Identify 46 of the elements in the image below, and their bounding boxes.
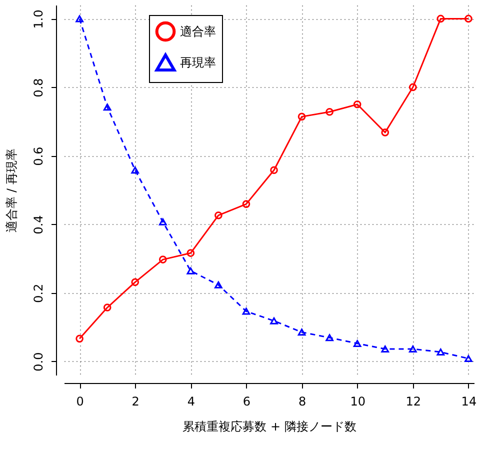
legend-label: 再現率 — [180, 56, 216, 70]
point — [298, 112, 306, 121]
point — [158, 256, 167, 264]
point — [353, 340, 362, 347]
point — [214, 281, 222, 288]
point — [242, 200, 250, 208]
x-tick-label: 6 — [242, 394, 251, 408]
point — [326, 334, 334, 342]
point — [381, 128, 390, 136]
y-tick-label: 0.0 — [32, 352, 46, 372]
point — [103, 104, 112, 111]
point — [464, 355, 472, 362]
point — [436, 14, 445, 23]
point — [408, 83, 417, 92]
x-tick-label: 2 — [132, 394, 140, 408]
point — [131, 278, 140, 286]
point — [270, 317, 278, 324]
point — [408, 345, 417, 352]
x-tick-label: 10 — [350, 394, 366, 408]
point — [131, 166, 140, 174]
point — [326, 108, 334, 116]
point — [436, 348, 445, 356]
point — [270, 166, 278, 174]
point — [158, 218, 167, 226]
y-tick-label: 0.4 — [32, 215, 46, 234]
x-tick-label: 14 — [461, 394, 477, 408]
point — [298, 328, 306, 336]
y-tick-label: 0.6 — [32, 146, 46, 166]
point — [242, 308, 250, 315]
x-tick-label: 12 — [406, 394, 422, 408]
x-tick-label: 4 — [187, 394, 195, 408]
y-tick-label: 0.8 — [32, 78, 46, 98]
y-axis-title: 適合率 / 再現率 — [4, 148, 18, 232]
point — [186, 267, 195, 274]
x-tick-label: 8 — [298, 394, 306, 408]
point — [186, 249, 195, 257]
x-tick-label: 0 — [76, 394, 84, 408]
y-tick-label: 1.0 — [32, 10, 46, 29]
legend-label: 適合率 — [180, 24, 216, 38]
point — [353, 100, 362, 108]
x-axis-title: 累積重複応募数 + 隣接ノード数 — [182, 420, 356, 434]
point — [214, 211, 222, 220]
point — [103, 304, 112, 312]
y-tick-label: 0.2 — [32, 284, 46, 303]
point — [76, 15, 84, 22]
point — [381, 345, 390, 352]
